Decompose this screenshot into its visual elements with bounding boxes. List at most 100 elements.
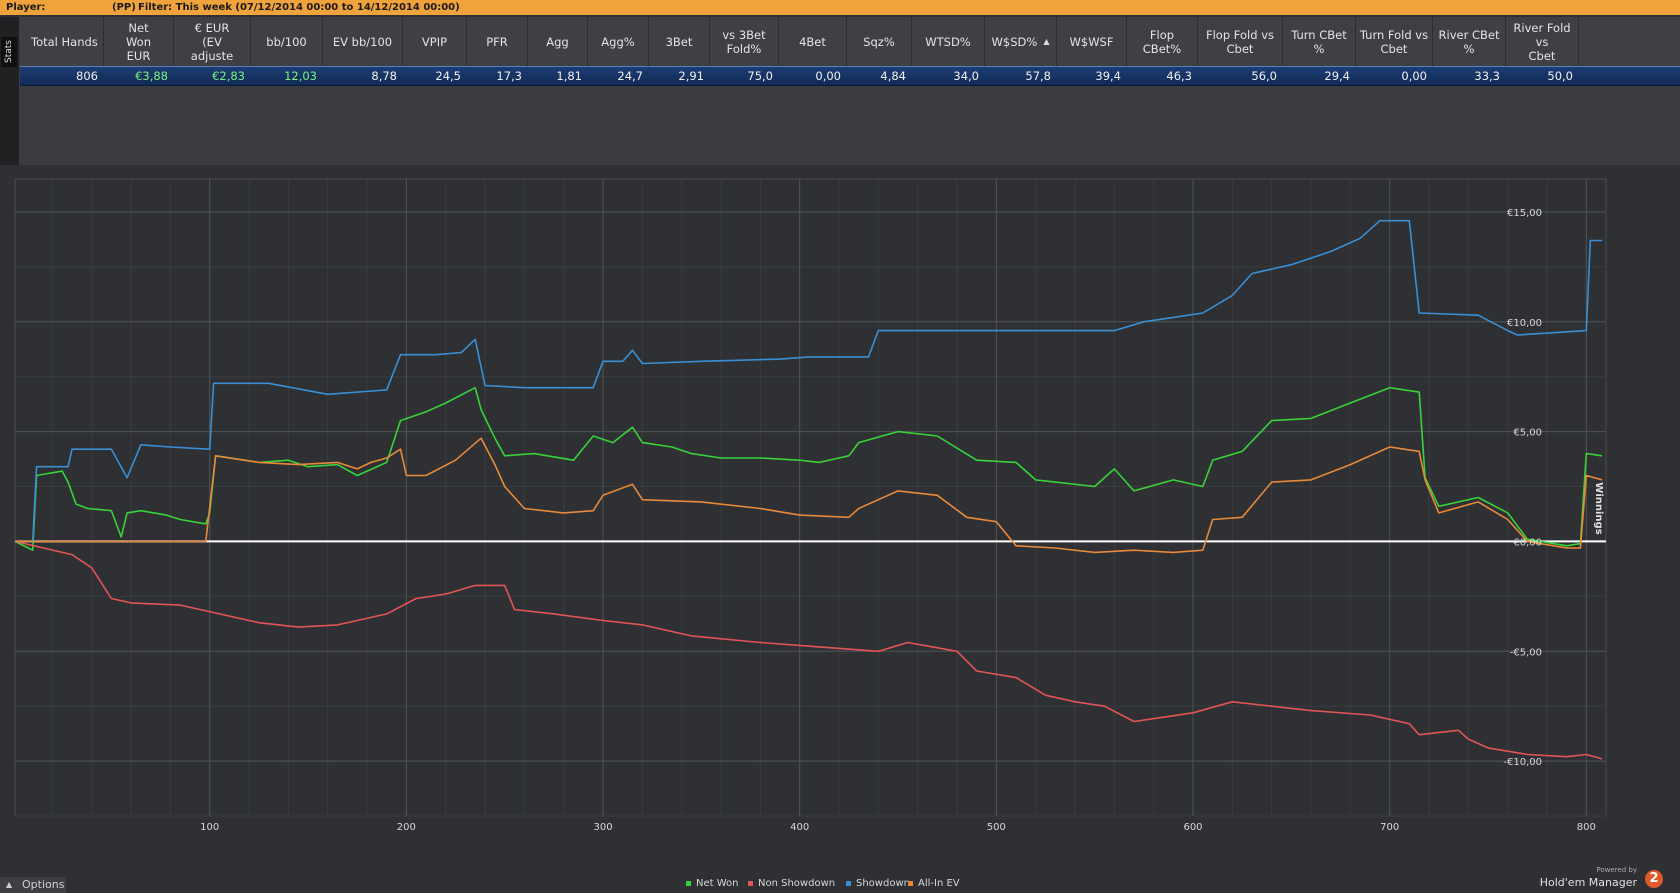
- x-tick-label: 700: [1380, 822, 1399, 833]
- x-tick-label: 500: [987, 822, 1006, 833]
- legend-label: All-In EV: [918, 878, 960, 889]
- legend-item[interactable]: Net Won: [686, 876, 739, 892]
- column-header-label: PFR: [486, 34, 508, 49]
- column-header[interactable]: 4Bet: [779, 17, 847, 66]
- x-tick-label: 600: [1183, 822, 1202, 833]
- filter-bar: Player: (PP) Filter: This week (07/12/20…: [0, 0, 1680, 15]
- column-header[interactable]: Flop CBet%: [1127, 17, 1198, 66]
- column-header[interactable]: PFR: [467, 17, 528, 66]
- options-button[interactable]: ▲ Options: [0, 877, 66, 893]
- legend-swatch: [686, 880, 691, 886]
- column-header[interactable]: € EUR (EV adjuste: [174, 17, 251, 66]
- legend-item[interactable]: Non Showdown: [748, 876, 835, 892]
- legend-swatch: [908, 880, 913, 886]
- column-header[interactable]: Sqz%: [847, 17, 912, 66]
- column-header[interactable]: 3Bet: [649, 17, 710, 66]
- stats-cell: 57,8: [1025, 69, 1051, 83]
- x-tick-label: 400: [790, 822, 809, 833]
- stats-cell: 806: [76, 69, 98, 83]
- column-header-label: 3Bet: [665, 34, 693, 49]
- legend-label: Net Won: [696, 878, 739, 889]
- column-header[interactable]: WTSD%: [912, 17, 985, 66]
- stats-cell: 75,0: [747, 69, 773, 83]
- column-header[interactable]: VPIP: [403, 17, 467, 66]
- column-header[interactable]: Agg%: [588, 17, 649, 66]
- series-line: [15, 437, 1603, 554]
- stats-cell: 34,0: [953, 69, 979, 83]
- stats-table-row[interactable]: 806 €3,88 €2,83 12,03 8,78 24,5 17,3 1,81 24,7 2,…: [20, 66, 1680, 86]
- chart-svg: 100 200 300 400 500 600 700 800 €15,00 €10,00 €5,0…: [14, 178, 1607, 849]
- column-header[interactable]: Turn Fold vs Cbet: [1356, 17, 1433, 66]
- column-header[interactable]: River Fold vs Cbet: [1506, 17, 1579, 66]
- column-header[interactable]: River CBet %: [1433, 17, 1506, 66]
- series-line: [15, 219, 1603, 543]
- y-tick-label: -€5,00: [1510, 647, 1542, 658]
- column-header-label: vs 3Bet Fold%: [722, 27, 766, 56]
- brand-name: Hold'em Manager: [1539, 876, 1637, 889]
- column-header-label: River CBet %: [1438, 27, 1500, 56]
- y-tick-label: €0,00: [1513, 537, 1542, 548]
- legend-item[interactable]: All-In EV: [908, 876, 960, 892]
- y-tick-label: €10,00: [1507, 318, 1542, 329]
- legend-label: Non Showdown: [758, 878, 836, 889]
- stats-cell: 24,5: [435, 69, 461, 83]
- plot-area: [14, 178, 1607, 817]
- column-header-label: Flop CBet%: [1142, 27, 1182, 56]
- column-header-label: EV bb/100: [332, 34, 393, 49]
- column-header[interactable]: Flop Fold vs Cbet: [1198, 17, 1283, 66]
- series-line: [14, 540, 1603, 760]
- stats-cell: 24,7: [617, 69, 643, 83]
- stats-cell: 50,0: [1547, 69, 1573, 83]
- y-axis-label: Winnings: [1593, 482, 1604, 534]
- column-header-label: VPIP: [421, 34, 448, 49]
- column-header[interactable]: Net Won EUR: [104, 17, 174, 66]
- x-tick-label: 100: [200, 822, 219, 833]
- stats-cell: 12,03: [284, 69, 317, 83]
- sort-ascending-icon: ▲: [1043, 36, 1050, 46]
- x-tick-label: 800: [1577, 822, 1596, 833]
- column-header[interactable]: W$SD% ▲: [985, 17, 1057, 66]
- column-header-label: Net Won EUR: [125, 20, 152, 63]
- column-header-label: Turn CBet %: [1291, 27, 1347, 56]
- stats-cell: 1,81: [556, 69, 582, 83]
- stats-cell: €3,88: [135, 69, 168, 83]
- stats-cell: €2,83: [212, 69, 245, 83]
- column-header[interactable]: vs 3Bet Fold%: [710, 17, 779, 66]
- stats-cell: 56,0: [1251, 69, 1277, 83]
- stats-cell: 29,4: [1324, 69, 1350, 83]
- x-tick-label: 300: [593, 822, 612, 833]
- player-label: Player:: [6, 2, 46, 13]
- column-header-label: 4Bet: [799, 34, 826, 49]
- stats-side-tab[interactable]: Stats: [0, 17, 20, 165]
- filter-text[interactable]: Filter: This week (07/12/2014 00:00 to 1…: [138, 2, 460, 13]
- column-header[interactable]: EV bb/100: [323, 17, 403, 66]
- legend-label: Showdown: [856, 878, 910, 889]
- column-header-label: Agg%: [601, 34, 635, 49]
- series-line: [14, 386, 1603, 551]
- column-header[interactable]: W$WSF: [1057, 17, 1127, 66]
- column-header[interactable]: Turn CBet %: [1283, 17, 1356, 66]
- column-header-label: Agg: [546, 34, 569, 49]
- winnings-chart: 100 200 300 400 500 600 700 800 €15,00 €10,00 €5,0…: [14, 178, 1616, 849]
- column-header[interactable]: Total Hands: [20, 17, 104, 66]
- column-header-label: W$WSF: [1069, 34, 1114, 49]
- legend-swatch: [748, 880, 753, 886]
- column-header-label: WTSD%: [925, 34, 971, 49]
- stats-tab-label[interactable]: Stats: [1, 37, 17, 67]
- brand-logo-icon: 2: [1645, 870, 1663, 888]
- options-label: Options: [22, 878, 65, 891]
- column-header-label: W$SD%: [991, 34, 1038, 49]
- player-value[interactable]: (PP): [112, 2, 136, 13]
- stats-cell: 0,00: [1401, 69, 1427, 83]
- column-header-label: Flop Fold vs Cbet: [1206, 27, 1274, 56]
- stats-cell: 4,84: [880, 69, 906, 83]
- column-header[interactable]: bb/100: [251, 17, 323, 66]
- legend-item[interactable]: Showdown: [846, 876, 910, 892]
- column-header[interactable]: Agg: [528, 17, 588, 66]
- stats-cell: 8,78: [371, 69, 397, 83]
- x-tick-label: 200: [397, 822, 416, 833]
- column-header-label: River Fold vs Cbet: [1513, 20, 1571, 63]
- column-header-label: bb/100: [266, 34, 307, 49]
- stats-cell: 17,3: [496, 69, 522, 83]
- stats-cell: 2,91: [678, 69, 704, 83]
